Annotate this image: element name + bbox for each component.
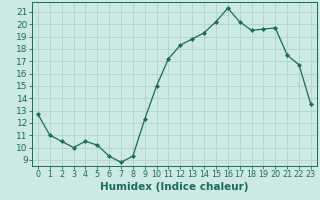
X-axis label: Humidex (Indice chaleur): Humidex (Indice chaleur) <box>100 182 249 192</box>
